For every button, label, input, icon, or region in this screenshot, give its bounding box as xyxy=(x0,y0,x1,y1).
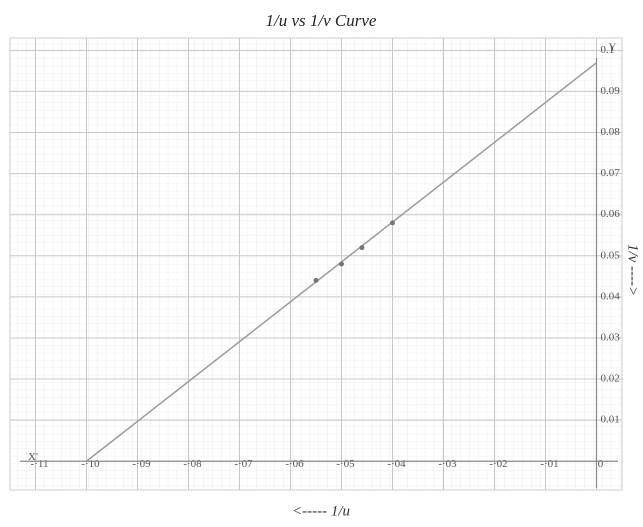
x-axis-label: <----- 1/u xyxy=(292,503,350,519)
x-tick-label: -·05 xyxy=(336,458,355,470)
x-tick-label: -·08 xyxy=(183,458,202,470)
x-tick-label: -·01 xyxy=(540,458,558,470)
y-tick-label: 0.07 xyxy=(601,167,621,179)
graph-paper xyxy=(9,37,623,491)
axis-letter: X' xyxy=(28,451,38,463)
y-tick-label: 0.01 xyxy=(601,414,620,426)
y-tick-label: 0.05 xyxy=(601,249,621,261)
x-tick-label: -·07 xyxy=(234,458,253,470)
x-tick-label: -·04 xyxy=(387,458,406,470)
data-point xyxy=(313,277,319,283)
data-point xyxy=(359,245,365,251)
data-point xyxy=(339,261,344,267)
y-tick-label: 0.03 xyxy=(601,331,621,343)
x-tick-label: -·06 xyxy=(285,458,304,470)
chart-title: 1/u vs 1/v Curve xyxy=(266,11,377,30)
y-axis-label: 1/v ----> xyxy=(625,244,641,296)
x-tick-label: -·02 xyxy=(489,458,507,470)
y-tick-label: 0.06 xyxy=(601,208,621,220)
data-point xyxy=(390,220,395,226)
y-tick-label: 0.09 xyxy=(601,85,621,97)
y-tick-label: 0.1 xyxy=(601,44,615,56)
axis-letter: Y xyxy=(609,42,617,54)
y-tick-label: 0.02 xyxy=(601,373,620,385)
y-tick-label: 0.04 xyxy=(601,290,621,302)
x-tick-label: -·03 xyxy=(438,458,457,470)
x-tick-label: -·09 xyxy=(132,458,151,470)
x-tick-label: 0 xyxy=(598,458,604,470)
y-tick-label: 0.08 xyxy=(601,126,621,138)
x-tick-label: -·10 xyxy=(81,458,100,470)
